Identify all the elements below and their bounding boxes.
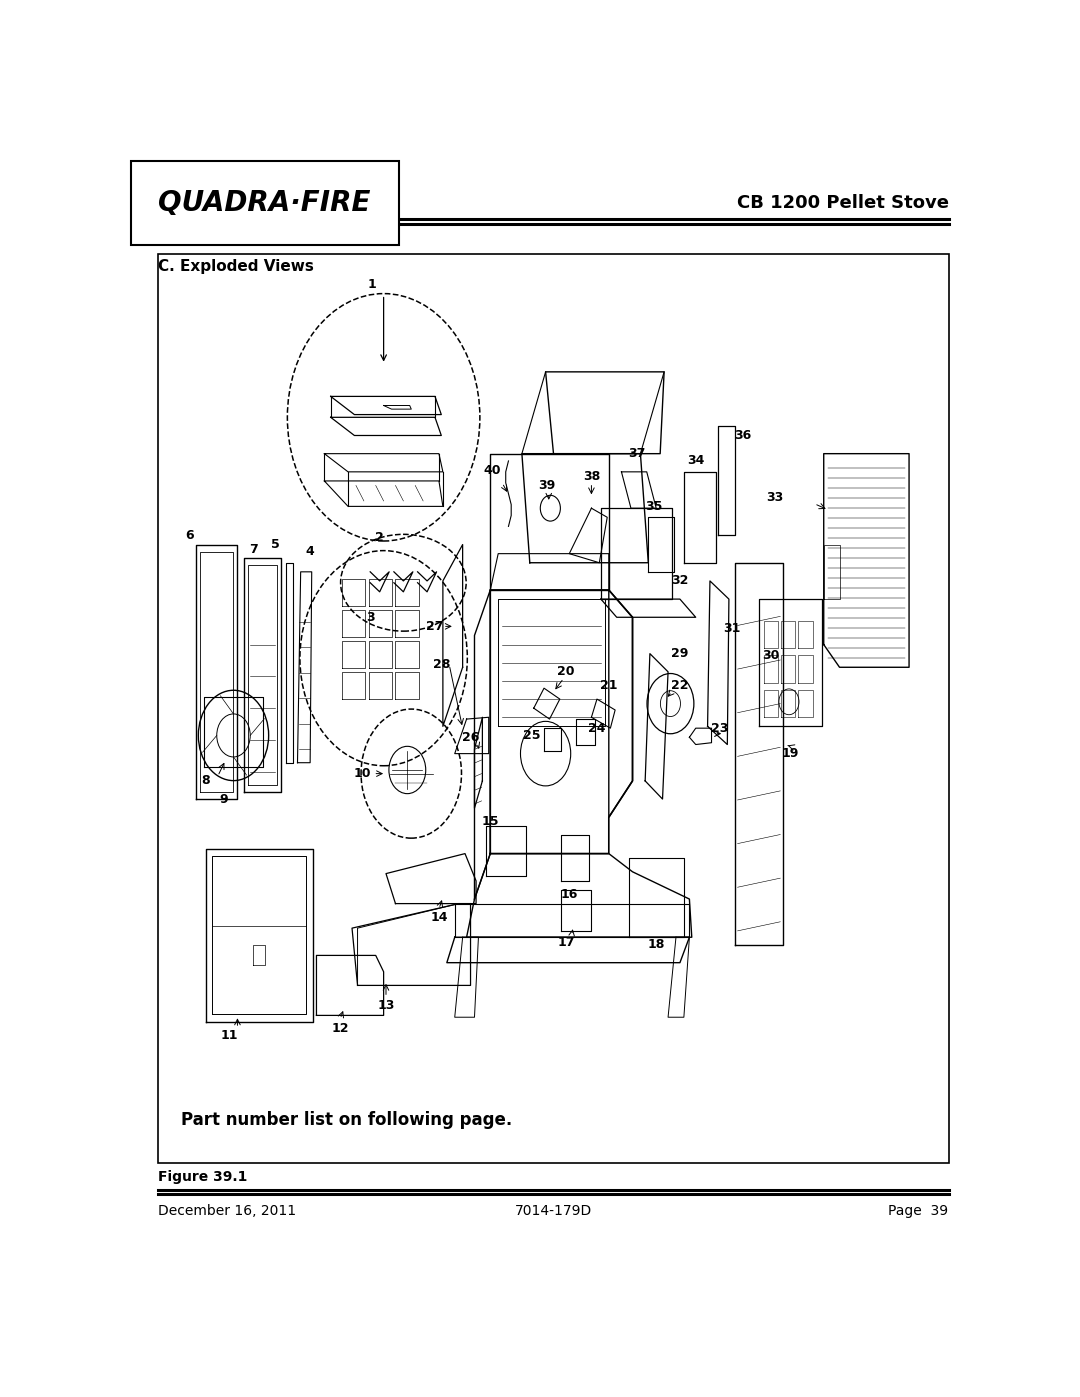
Text: 8: 8 <box>202 774 211 788</box>
Text: 14: 14 <box>430 911 448 923</box>
Text: 30: 30 <box>762 650 780 662</box>
Text: Part number list on following page.: Part number list on following page. <box>181 1111 512 1129</box>
Text: 35: 35 <box>645 500 662 513</box>
Text: 7014-179D: 7014-179D <box>515 1204 592 1218</box>
Text: 27: 27 <box>427 620 444 633</box>
Text: 40: 40 <box>483 464 501 476</box>
Text: 4: 4 <box>306 545 314 559</box>
Text: 36: 36 <box>734 429 752 441</box>
Text: 38: 38 <box>583 469 600 483</box>
Text: 31: 31 <box>724 622 741 634</box>
Text: 6: 6 <box>186 529 194 542</box>
Text: 17: 17 <box>557 936 575 949</box>
Text: 37: 37 <box>627 447 645 460</box>
Text: December 16, 2011: December 16, 2011 <box>159 1204 297 1218</box>
Text: 2: 2 <box>375 531 384 543</box>
Text: 33: 33 <box>766 490 783 504</box>
Text: 19: 19 <box>782 747 799 760</box>
Text: 34: 34 <box>687 454 704 468</box>
Text: 26: 26 <box>462 731 480 743</box>
Text: 10: 10 <box>353 767 372 780</box>
Text: 39: 39 <box>539 479 556 492</box>
Text: 1: 1 <box>367 278 376 291</box>
Text: C. Exploded Views: C. Exploded Views <box>159 258 314 274</box>
Text: 18: 18 <box>648 937 665 951</box>
Text: 25: 25 <box>523 729 540 742</box>
Text: 22: 22 <box>671 679 689 692</box>
Text: 9: 9 <box>219 792 228 806</box>
Text: 32: 32 <box>672 574 689 587</box>
Text: 20: 20 <box>556 665 575 679</box>
Text: 11: 11 <box>220 1030 239 1042</box>
Text: 29: 29 <box>672 647 689 661</box>
Text: Page  39: Page 39 <box>889 1204 948 1218</box>
Text: Figure 39.1: Figure 39.1 <box>159 1171 247 1185</box>
Text: 7: 7 <box>248 542 258 556</box>
Text: QUADRA·FIRE: QUADRA·FIRE <box>159 189 370 217</box>
Text: 3: 3 <box>366 610 375 624</box>
Text: 24: 24 <box>589 722 606 735</box>
Text: 5: 5 <box>271 538 280 550</box>
Text: 16: 16 <box>561 888 578 901</box>
Text: 28: 28 <box>433 658 450 671</box>
Text: CB 1200 Pellet Stove: CB 1200 Pellet Stove <box>737 194 948 212</box>
Text: 12: 12 <box>332 1021 349 1035</box>
Text: 13: 13 <box>377 999 394 1011</box>
Text: 15: 15 <box>482 816 499 828</box>
Text: 23: 23 <box>711 722 728 735</box>
Text: 21: 21 <box>600 679 618 692</box>
Bar <box>159 254 948 1162</box>
